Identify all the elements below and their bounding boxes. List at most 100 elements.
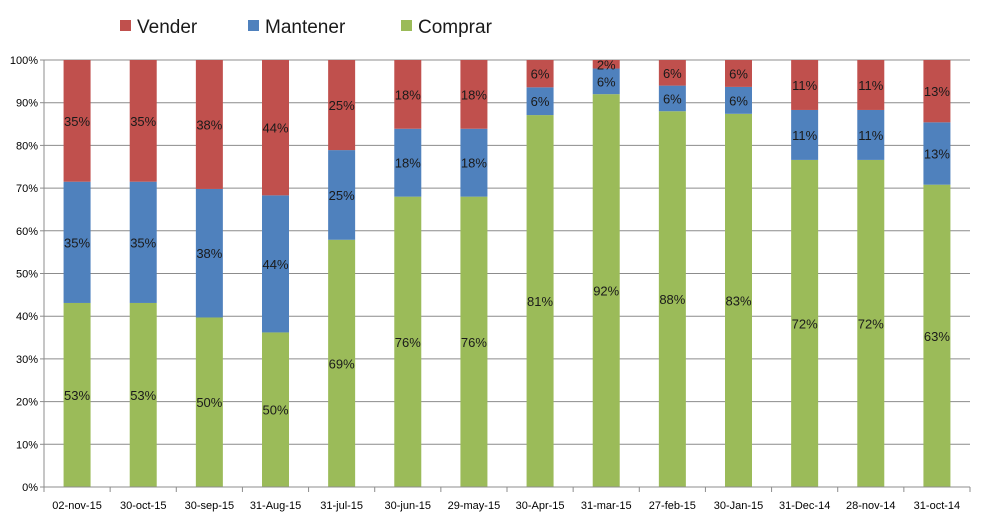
data-label-mantener: 13%: [924, 147, 950, 162]
legend-label-comprar: Comprar: [418, 17, 493, 38]
bar-comprar: [394, 196, 422, 487]
bar-mantener: [857, 109, 885, 160]
data-label-vender: 35%: [130, 114, 156, 129]
bar-vender: [63, 60, 91, 182]
bar-vender: [592, 60, 620, 69]
data-label-comprar: 72%: [792, 316, 818, 331]
y-tick-label: 90%: [16, 98, 38, 110]
x-tick-label: 30-sep-15: [185, 500, 235, 512]
x-axis: 02-nov-15 30-oct-15 30-sep-15 31-Aug-15 31-j…: [43, 486, 971, 512]
bar-vender: [526, 60, 554, 88]
bar-mantener: [592, 68, 620, 95]
data-label-mantener: 44%: [262, 257, 288, 272]
x-tick-label: 31-oct-14: [914, 500, 960, 512]
bar-vender: [923, 60, 951, 123]
data-label-comprar: 72%: [858, 316, 884, 331]
bar-mantener: [262, 195, 289, 333]
y-tick-label: 60%: [16, 226, 38, 238]
data-label-comprar: 88%: [659, 292, 685, 307]
data-label-vender: 11%: [792, 78, 817, 93]
bar-vender: [394, 60, 422, 129]
bar-mantener: [195, 188, 223, 318]
y-axis: 0% 10% 20% 30% 40% 50% 60% 70% 80% 90% 100%: [10, 55, 45, 494]
y-tick-label: 100%: [10, 55, 38, 67]
data-label-mantener: 35%: [64, 235, 90, 250]
data-label-vender: 6%: [663, 66, 682, 81]
bar-comprar: [791, 159, 819, 487]
bar-comprar: [195, 317, 223, 487]
data-label-comprar: 69%: [329, 356, 355, 371]
data-label-vender: 18%: [461, 87, 487, 102]
bars: [63, 60, 951, 488]
x-tick-label: 30-Apr-15: [516, 500, 565, 512]
data-label-mantener: 6%: [663, 91, 682, 106]
bar-mantener: [791, 109, 819, 160]
data-label-comprar: 76%: [461, 335, 487, 350]
data-label-comprar: 50%: [196, 395, 222, 410]
bar-comprar: [262, 332, 289, 487]
bar-mantener: [129, 181, 157, 303]
bar-comprar: [63, 302, 91, 487]
bar-mantener: [923, 122, 951, 185]
legend-swatch-mantener: [248, 20, 259, 31]
bar-vender: [725, 60, 752, 87]
bar-comprar: [328, 239, 356, 487]
bar-mantener: [63, 181, 91, 303]
data-label-comprar: 53%: [130, 388, 156, 403]
y-tick-label: 0%: [22, 482, 38, 494]
data-label-vender: 35%: [64, 114, 90, 129]
bar-comprar: [460, 196, 488, 487]
data-label-vender: 2%: [597, 57, 616, 72]
bar-vender: [460, 60, 488, 129]
legend-swatch-comprar: [401, 20, 412, 31]
data-label-mantener: 6%: [597, 74, 616, 89]
bar-mantener: [658, 85, 686, 112]
data-label-vender: 18%: [395, 87, 421, 102]
bar-comprar: [923, 184, 951, 487]
data-label-comprar: 63%: [924, 329, 950, 344]
bar-comprar: [658, 111, 686, 488]
bar-comprar: [857, 159, 885, 487]
data-label-comprar: 76%: [395, 335, 421, 350]
data-label-vender: 13%: [924, 84, 950, 99]
bar-mantener: [460, 128, 488, 197]
y-tick-label: 50%: [16, 269, 38, 281]
bar-comprar: [592, 94, 620, 487]
data-label-mantener: 18%: [461, 156, 487, 171]
bar-vender: [262, 60, 289, 196]
data-label-vender: 25%: [329, 98, 355, 113]
data-label-mantener: 35%: [130, 235, 156, 250]
data-label-mantener: 6%: [531, 94, 550, 109]
data-label-vender: 38%: [196, 117, 222, 132]
bar-vender: [791, 60, 819, 110]
bar-mantener: [526, 87, 554, 116]
x-tick-label: 30-jun-15: [385, 500, 431, 512]
data-label-vender: 6%: [531, 67, 550, 82]
bar-vender: [129, 60, 157, 182]
bar-vender: [857, 60, 885, 110]
data-labels: 53% 35% 35% 53% 35% 35% 50% 38% 38% 50% 44% 44% 69% 2…: [64, 57, 950, 417]
data-label-mantener: 25%: [329, 188, 355, 203]
x-tick-label: 28-nov-14: [846, 500, 896, 512]
data-label-vender: 6%: [729, 66, 748, 81]
bar-vender: [195, 60, 223, 189]
data-label-comprar: 81%: [527, 294, 553, 309]
data-label-comprar: 50%: [262, 403, 288, 418]
x-tick-label: 29-may-15: [448, 500, 501, 512]
y-tick-label: 40%: [16, 311, 38, 323]
x-tick-label: 31-Aug-15: [250, 500, 301, 512]
gridlines: [44, 59, 970, 488]
x-tick-label: 02-nov-15: [52, 500, 102, 512]
data-label-vender: 11%: [858, 78, 883, 93]
bar-comprar: [526, 115, 554, 487]
x-tick-label: 31-jul-15: [320, 500, 363, 512]
x-tick-label: 30-Jan-15: [714, 500, 764, 512]
bar-mantener: [725, 86, 752, 114]
legend: Vender Mantener Comprar: [120, 17, 493, 38]
y-tick-label: 30%: [16, 354, 38, 366]
data-label-comprar: 83%: [725, 293, 751, 308]
x-tick-label: 31-mar-15: [581, 500, 632, 512]
data-label-mantener: 11%: [858, 128, 883, 143]
data-label-comprar: 53%: [64, 388, 90, 403]
